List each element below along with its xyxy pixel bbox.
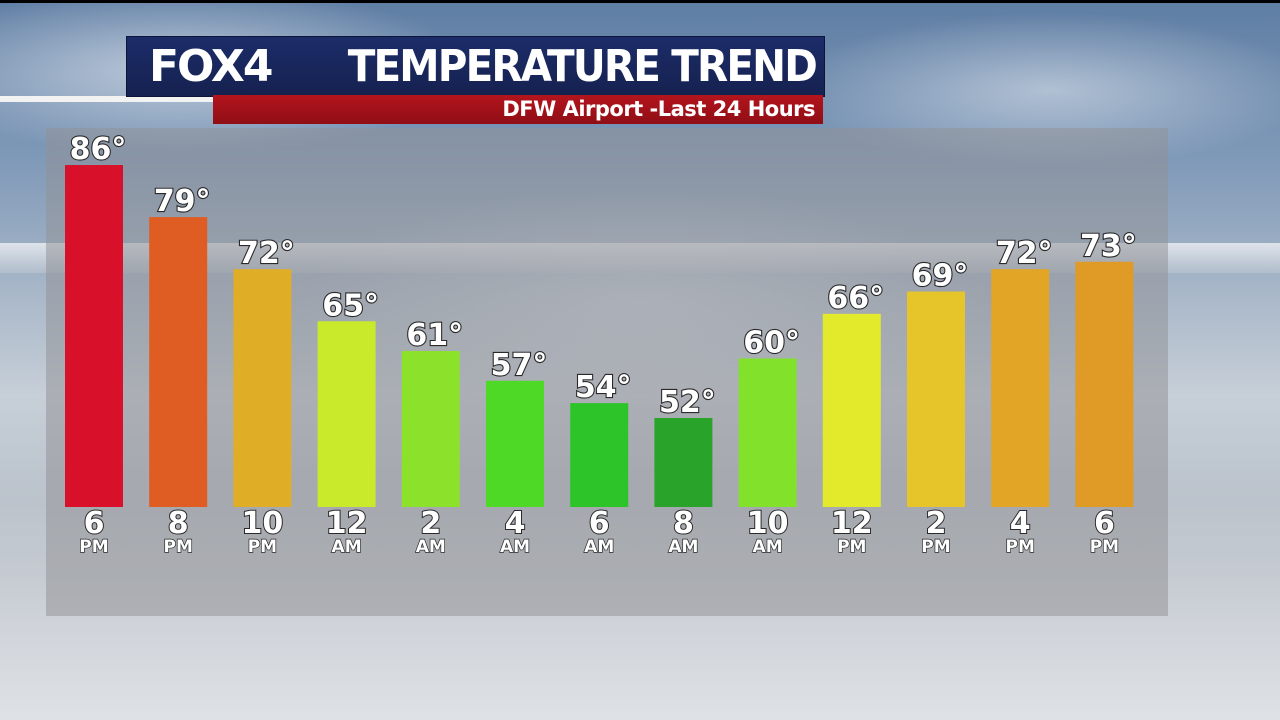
temperature-bar bbox=[822, 313, 881, 507]
ampm-label: AM bbox=[668, 537, 698, 557]
chart-title: TEMPERATURE TREND bbox=[347, 41, 818, 92]
hour-label: 2 bbox=[420, 506, 441, 541]
temperature-bar bbox=[570, 403, 629, 507]
ampm-label: PM bbox=[1006, 537, 1035, 557]
hour-label: 12 bbox=[326, 506, 368, 541]
temperature-bar bbox=[654, 418, 713, 507]
temperature-value-label: 86° bbox=[70, 132, 127, 167]
top-border bbox=[0, 0, 1280, 3]
temperature-bar bbox=[233, 269, 292, 507]
temperature-bar bbox=[486, 380, 544, 507]
temperature-bar bbox=[149, 217, 208, 507]
hour-label: 8 bbox=[168, 506, 189, 541]
subtitle-banner: DFW Airport -Last 24 Hours bbox=[213, 95, 823, 124]
ampm-label: PM bbox=[164, 537, 193, 557]
ampm-label: PM bbox=[79, 537, 108, 557]
temperature-value-label: 69° bbox=[912, 259, 969, 294]
hour-label: 4 bbox=[1010, 506, 1031, 541]
ampm-label: PM bbox=[1090, 537, 1119, 557]
hour-label: 6 bbox=[1094, 506, 1115, 541]
temperature-bar bbox=[65, 165, 123, 508]
temperature-value-label: 54° bbox=[575, 370, 632, 405]
temperature-bar bbox=[907, 291, 965, 507]
temperature-bar bbox=[991, 269, 1050, 507]
temperature-value-label: 72° bbox=[238, 236, 295, 271]
header-rule bbox=[0, 96, 215, 102]
temperature-value-label: 61° bbox=[406, 318, 463, 353]
temperature-value-label: 79° bbox=[154, 184, 211, 219]
title-banner: FOX4 TEMPERATURE TREND bbox=[126, 36, 825, 97]
hour-label: 10 bbox=[747, 506, 789, 541]
hour-label: 2 bbox=[926, 506, 947, 541]
ampm-label: AM bbox=[332, 537, 362, 557]
hour-label: 6 bbox=[84, 506, 105, 541]
temperature-value-label: 66° bbox=[827, 281, 884, 316]
temperature-bar bbox=[401, 351, 460, 507]
temperature-value-label: 57° bbox=[491, 348, 548, 383]
temperature-value-label: 72° bbox=[996, 236, 1053, 271]
hour-label: 6 bbox=[589, 506, 610, 541]
chart-subtitle: DFW Airport -Last 24 Hours bbox=[502, 97, 815, 121]
station-logo: FOX4 bbox=[149, 41, 273, 92]
hour-label: 10 bbox=[242, 506, 284, 541]
chart-panel bbox=[46, 128, 1168, 616]
temperature-value-label: 73° bbox=[1080, 229, 1137, 264]
temperature-value-label: 65° bbox=[322, 288, 379, 323]
temperature-value-label: 60° bbox=[743, 325, 800, 360]
ampm-label: PM bbox=[248, 537, 277, 557]
ampm-label: AM bbox=[584, 537, 614, 557]
ampm-label: AM bbox=[416, 537, 446, 557]
temperature-bar bbox=[738, 358, 797, 507]
ampm-label: AM bbox=[500, 537, 530, 557]
ampm-label: PM bbox=[837, 537, 866, 557]
ampm-label: PM bbox=[921, 537, 950, 557]
temperature-bar bbox=[317, 321, 376, 507]
temperature-bar bbox=[1075, 261, 1134, 507]
temperature-value-label: 52° bbox=[659, 385, 716, 420]
hour-label: 8 bbox=[673, 506, 694, 541]
hour-label: 12 bbox=[831, 506, 873, 541]
hour-label: 4 bbox=[505, 506, 526, 541]
ampm-label: AM bbox=[753, 537, 783, 557]
